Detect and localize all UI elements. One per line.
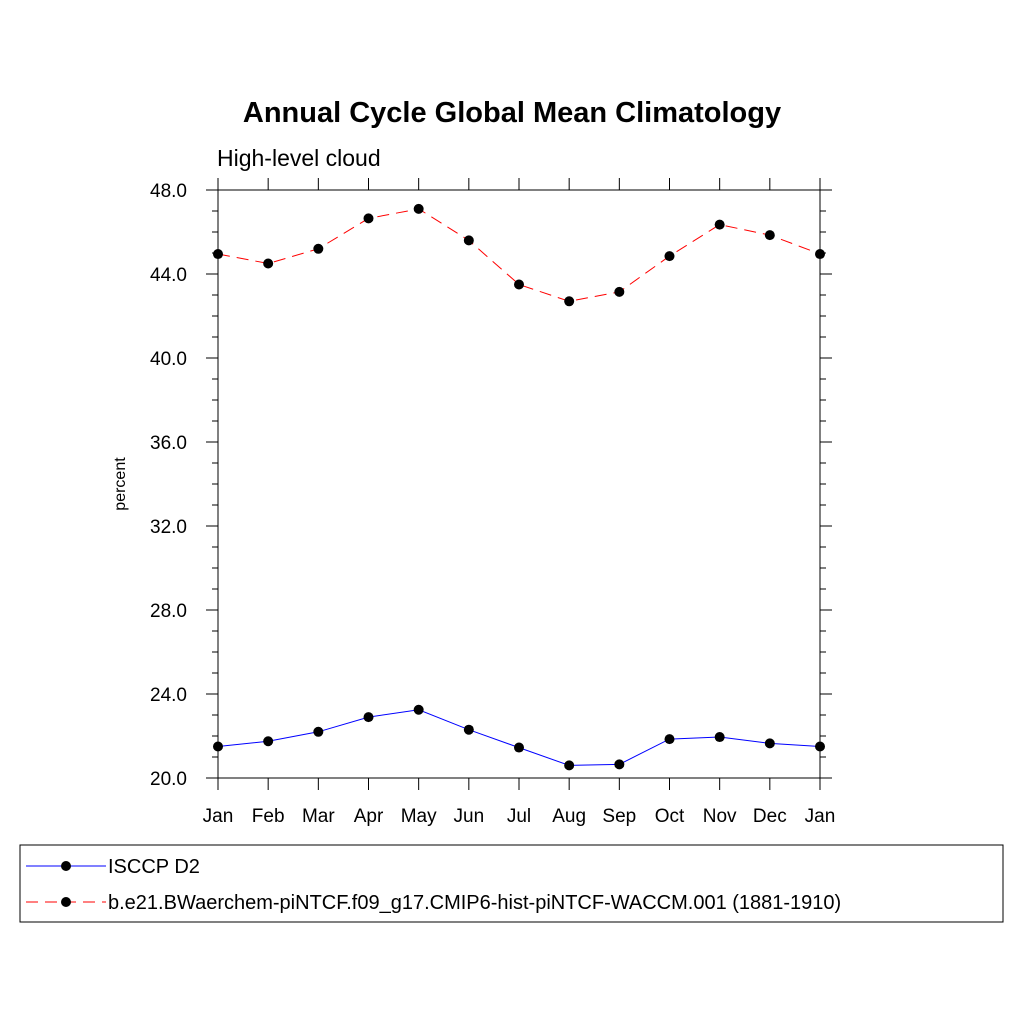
series-0-point [764, 738, 775, 749]
series-0-point [815, 741, 825, 752]
series-0-point [714, 732, 725, 743]
series-1-point [564, 296, 575, 307]
x-tick-label: Jan [203, 806, 234, 827]
series-lines [217, 208, 821, 766]
x-tick-label: May [401, 806, 437, 827]
x-tick-label: Apr [354, 806, 384, 827]
series-points [213, 203, 825, 771]
series-0-point [363, 712, 374, 723]
series-1-point [815, 249, 825, 260]
plot-frame [217, 189, 821, 779]
y-axis-tick-labels: 20.0 24.0 28.0 32.0 36.0 40.0 44.0 48.0 [150, 181, 187, 790]
x-tick-label: Sep [602, 806, 636, 827]
chart-subtitle: High-level cloud [217, 145, 381, 171]
y-tick-label: 44.0 [150, 265, 187, 286]
series-0-point [263, 736, 274, 747]
series-0-point [564, 760, 575, 771]
series-1-point [614, 286, 625, 297]
series-1-point [514, 279, 524, 290]
x-tick-label: Aug [552, 806, 586, 827]
x-tick-label: Jul [507, 806, 531, 827]
series-1-point [463, 235, 474, 246]
series-line-0 [217, 709, 821, 766]
y-tick-label: 20.0 [150, 769, 187, 790]
series-0-point [213, 741, 223, 752]
series-0-point [413, 704, 424, 715]
series-1-point [213, 249, 223, 260]
series-1-point [413, 203, 424, 214]
series-1-point [764, 230, 775, 241]
legend-marker-model [61, 897, 71, 907]
y-tick-label: 24.0 [150, 685, 187, 706]
series-0-point [614, 759, 625, 770]
series-0-point [313, 726, 324, 737]
series-0-point [463, 724, 474, 735]
x-tick-label: Dec [753, 806, 787, 827]
series-1-point [664, 251, 675, 262]
legend-label-isccp: ISCCP D2 [108, 856, 200, 878]
x-axis-tick-labels: Jan Feb Mar Apr May Jun Jul Aug Sep Oct Nov Dec Jan [203, 806, 836, 827]
legend: ISCCP D2 b.e21.BWaerchem-piNTCF.f09_g17.… [19, 844, 1004, 923]
y-tick-label: 28.0 [150, 601, 187, 622]
x-tick-label: Jan [805, 806, 836, 827]
series-0-point [664, 734, 675, 745]
legend-frame [19, 844, 1004, 923]
series-1-point [313, 243, 324, 254]
series-1-point [363, 213, 374, 224]
chart-title: Annual Cycle Global Mean Climatology [243, 97, 781, 129]
y-tick-label: 36.0 [150, 433, 187, 454]
x-tick-label: Nov [703, 806, 737, 827]
x-tick-label: Mar [302, 806, 335, 827]
y-tick-label: 48.0 [150, 181, 187, 202]
series-1-point [263, 258, 274, 269]
y-tick-label: 40.0 [150, 349, 187, 370]
y-axis-label: percent [112, 457, 129, 511]
legend-marker-isccp [61, 861, 71, 871]
series-0-point [514, 742, 524, 753]
x-tick-label: Oct [655, 806, 685, 827]
series-1-point [714, 219, 725, 230]
y-tick-label: 32.0 [150, 517, 187, 538]
axis-ticks [206, 178, 832, 790]
legend-label-model: b.e21.BWaerchem-piNTCF.f09_g17.CMIP6-his… [108, 892, 841, 914]
x-tick-label: Jun [454, 806, 485, 827]
x-tick-label: Feb [252, 806, 285, 827]
